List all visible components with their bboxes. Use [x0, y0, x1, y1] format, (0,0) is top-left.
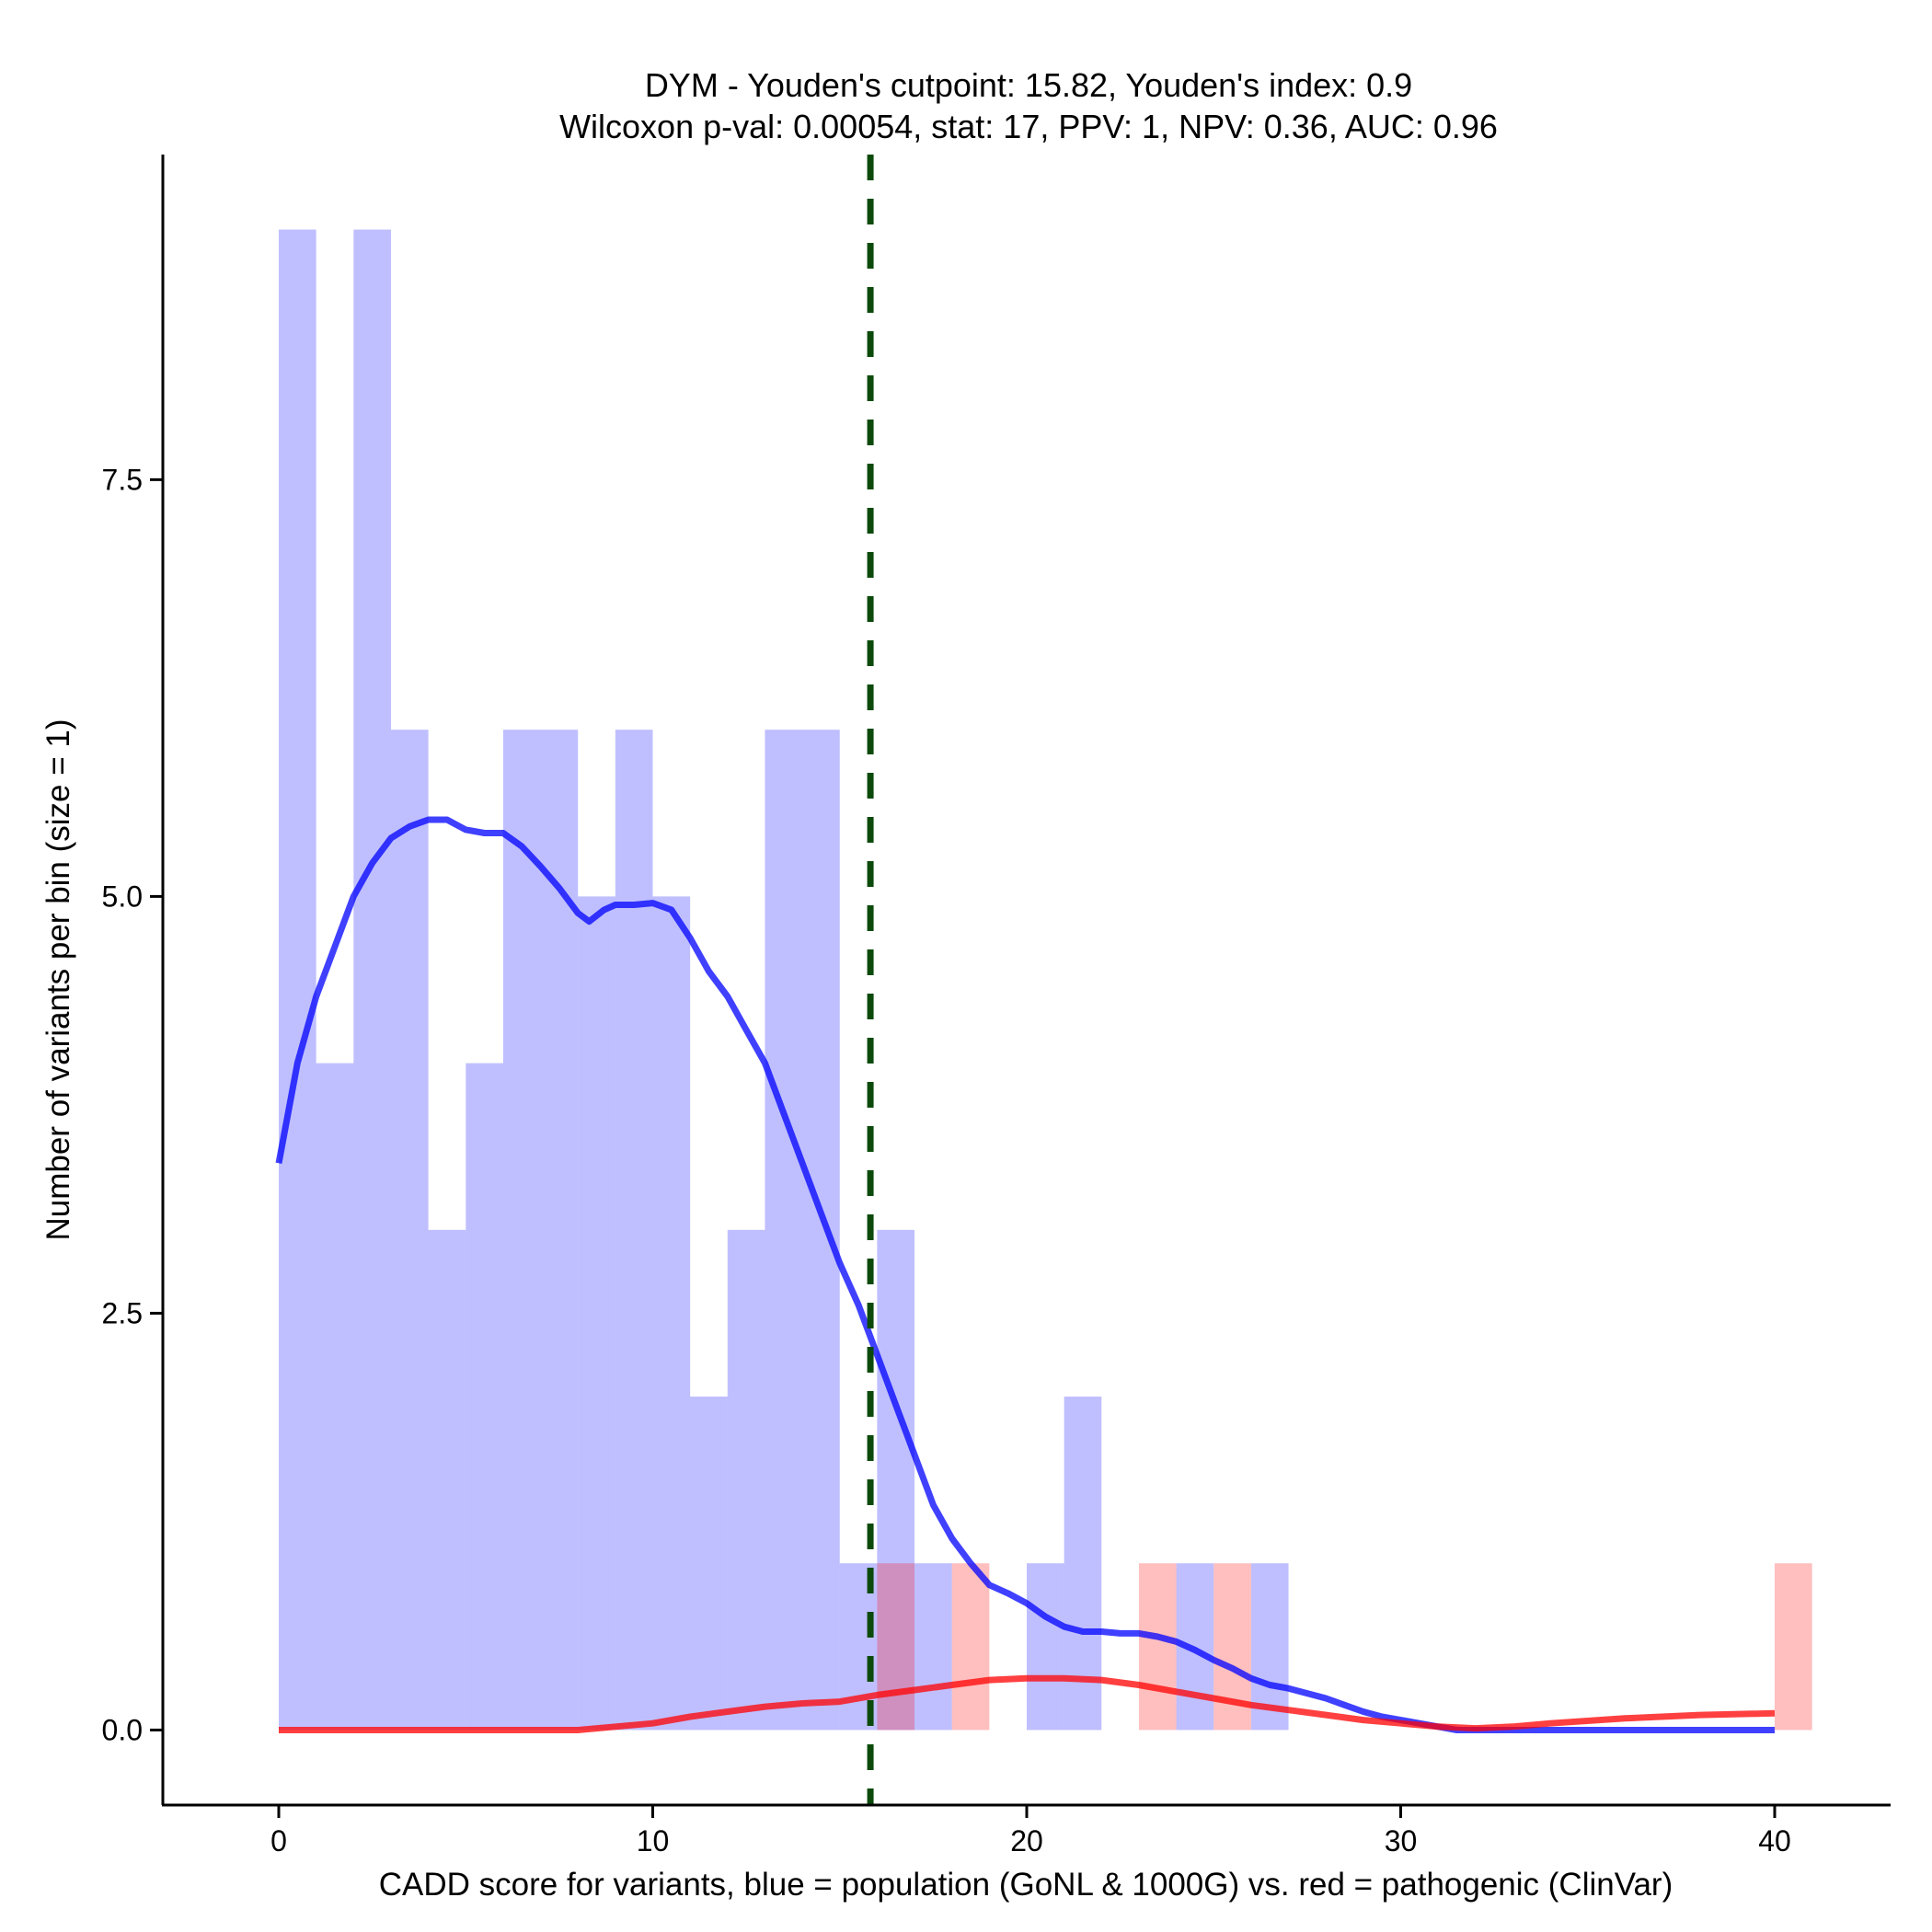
population-bar	[279, 229, 316, 1731]
population-bar	[428, 1229, 466, 1731]
population-bar	[1250, 1563, 1289, 1731]
population-bar	[727, 1229, 765, 1731]
population-bar	[765, 730, 803, 1731]
x-tick-label: 0	[270, 1824, 287, 1857]
x-tick-label: 10	[637, 1824, 670, 1857]
pathogenic-density-line	[279, 1674, 1776, 1733]
population-bar	[914, 1563, 952, 1731]
population-bar	[1064, 1397, 1102, 1731]
population-bar	[1027, 1563, 1064, 1731]
population-bars	[279, 229, 1289, 1731]
population-bar	[802, 730, 840, 1731]
y-axis-ticks: 0.0 2.5 5.0 7.5	[102, 463, 163, 1746]
pathogenic-bar	[877, 1563, 915, 1731]
y-tick-label: 2.5	[102, 1296, 143, 1329]
y-axis-title: Number of variants per bin (size = 1)	[40, 719, 76, 1240]
pathogenic-bars	[877, 1563, 1812, 1731]
population-density-line	[275, 816, 1775, 1733]
x-axis-title: CADD score for variants, blue = populati…	[379, 1867, 1673, 1903]
pathogenic-bar	[951, 1563, 990, 1731]
population-bar	[353, 229, 391, 1731]
population-bar	[316, 1063, 354, 1731]
population-bar	[466, 1063, 503, 1731]
pathogenic-bar	[1138, 1563, 1177, 1731]
population-bar	[540, 730, 579, 1731]
x-tick-label: 20	[1010, 1824, 1043, 1857]
chart-title-line1: DYM - Youden's cutpoint: 15.82, Youden's…	[645, 66, 1412, 104]
x-tick-label: 30	[1385, 1824, 1418, 1857]
chart-title-line2: Wilcoxon p-val: 0.00054, stat: 17, PPV: …	[559, 108, 1498, 145]
x-axis-ticks: 0 10 20 30 40	[270, 1805, 1791, 1857]
y-tick-label: 7.5	[102, 463, 143, 496]
population-bar	[652, 896, 691, 1731]
population-bar	[578, 896, 615, 1731]
population-bar	[877, 1229, 915, 1731]
population-bar	[615, 730, 653, 1731]
population-bar	[502, 730, 541, 1731]
x-tick-label: 40	[1758, 1824, 1791, 1857]
y-tick-label: 5.0	[102, 880, 143, 913]
population-bar	[690, 1397, 728, 1731]
population-bar	[390, 730, 429, 1731]
pathogenic-bar	[1774, 1563, 1812, 1731]
density-curves	[275, 816, 1776, 1733]
y-tick-label: 0.0	[102, 1713, 143, 1746]
